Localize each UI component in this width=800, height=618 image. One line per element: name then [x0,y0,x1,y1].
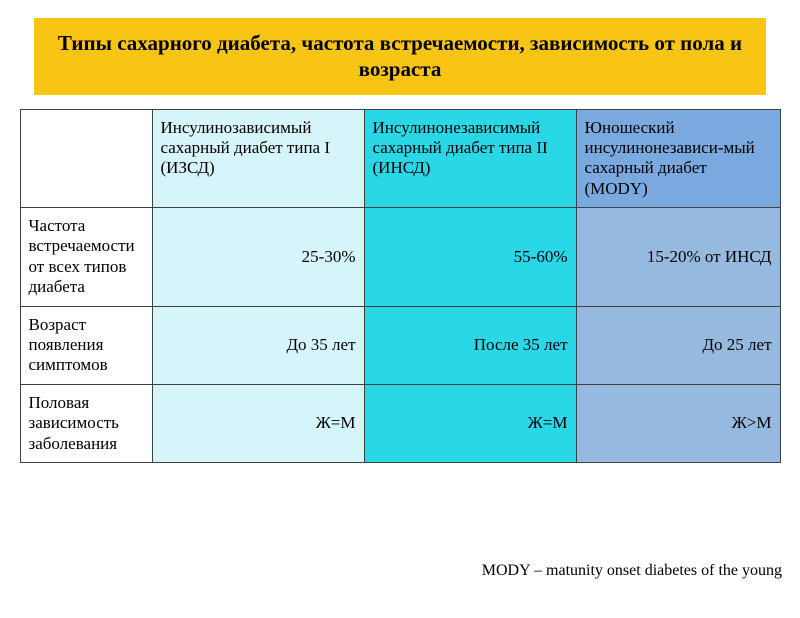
header-mody: Юношеский инсулинонезависи-мый сахарный … [576,109,780,208]
header-type1: Инсулинозависимый сахарный диабет типа I… [152,109,364,208]
cell: 25-30% [152,208,364,307]
diabetes-types-table: Инсулинозависимый сахарный диабет типа I… [20,109,781,463]
row-label: Частота встречаемости от всех типов диаб… [20,208,152,307]
footnote: MODY – matunity onset diabetes of the yo… [482,562,782,580]
cell: Ж=М [364,384,576,462]
page-title: Типы сахарного диабета, частота встречае… [34,18,766,95]
table-row: Частота встречаемости от всех типов диаб… [20,208,780,307]
row-label: Возраст появления симптомов [20,306,152,384]
cell: Ж>М [576,384,780,462]
cell: После 35 лет [364,306,576,384]
cell: Ж=М [152,384,364,462]
table-header-row: Инсулинозависимый сахарный диабет типа I… [20,109,780,208]
cell: До 35 лет [152,306,364,384]
table-row: Половая зависимость заболевания Ж=М Ж=М … [20,384,780,462]
header-blank [20,109,152,208]
cell: 15-20% от ИНСД [576,208,780,307]
row-label: Половая зависимость заболевания [20,384,152,462]
table-row: Возраст появления симптомов До 35 лет По… [20,306,780,384]
cell: До 25 лет [576,306,780,384]
header-type2: Инсулинонезависимый сахарный диабет типа… [364,109,576,208]
cell: 55-60% [364,208,576,307]
